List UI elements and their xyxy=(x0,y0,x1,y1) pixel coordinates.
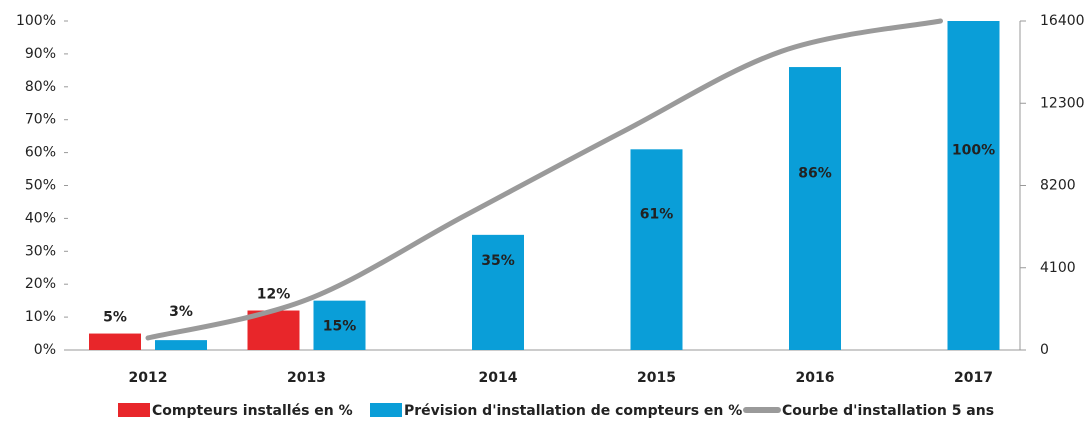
legend-label: Compteurs installés en % xyxy=(152,403,353,419)
y2-tick-label: 12300 xyxy=(1040,95,1085,111)
y-tick-label: 70% xyxy=(25,112,56,128)
x-tick-label: 2014 xyxy=(479,370,518,386)
y-tick-label: 10% xyxy=(25,309,56,325)
bar xyxy=(630,149,683,350)
x-tick-label: 2017 xyxy=(954,370,993,386)
y-tick-label: 60% xyxy=(25,145,56,161)
value-label: 15% xyxy=(323,319,357,335)
y-tick-label: 30% xyxy=(25,243,56,259)
bar xyxy=(313,300,366,350)
legend-swatch xyxy=(118,403,150,417)
bar xyxy=(789,67,841,350)
value-label: 61% xyxy=(640,207,674,223)
value-label: 3% xyxy=(169,304,193,320)
y-tick-label: 40% xyxy=(25,210,56,226)
legend-label: Prévision d'installation de compteurs en… xyxy=(404,403,742,419)
x-tick-label: 2012 xyxy=(129,370,168,386)
y-tick-label: 90% xyxy=(25,46,56,62)
y2-tick-label: 0 xyxy=(1040,342,1049,358)
legend-label: Courbe d'installation 5 ans xyxy=(782,403,994,419)
y-tick-label: 50% xyxy=(25,178,56,194)
value-label: 5% xyxy=(103,310,127,326)
value-label: 100% xyxy=(952,143,995,159)
y-tick-label: 100% xyxy=(16,13,56,29)
y2-tick-label: 4100 xyxy=(1040,260,1076,276)
value-label: 86% xyxy=(798,166,832,182)
y2-tick-label: 16400 xyxy=(1040,13,1085,29)
value-label: 12% xyxy=(257,287,291,303)
bar xyxy=(155,340,207,350)
x-tick-label: 2013 xyxy=(287,370,326,386)
bar xyxy=(472,234,524,350)
y2-tick-label: 8200 xyxy=(1040,178,1076,194)
y-tick-label: 0% xyxy=(34,342,56,358)
x-tick-label: 2016 xyxy=(796,370,835,386)
bar xyxy=(89,333,141,350)
x-tick-label: 2015 xyxy=(637,370,676,386)
y-tick-label: 80% xyxy=(25,79,56,95)
value-label: 35% xyxy=(481,253,515,269)
bar xyxy=(947,21,1000,350)
legend-swatch xyxy=(370,403,402,417)
y-tick-label: 20% xyxy=(25,276,56,292)
line-series xyxy=(145,18,943,341)
